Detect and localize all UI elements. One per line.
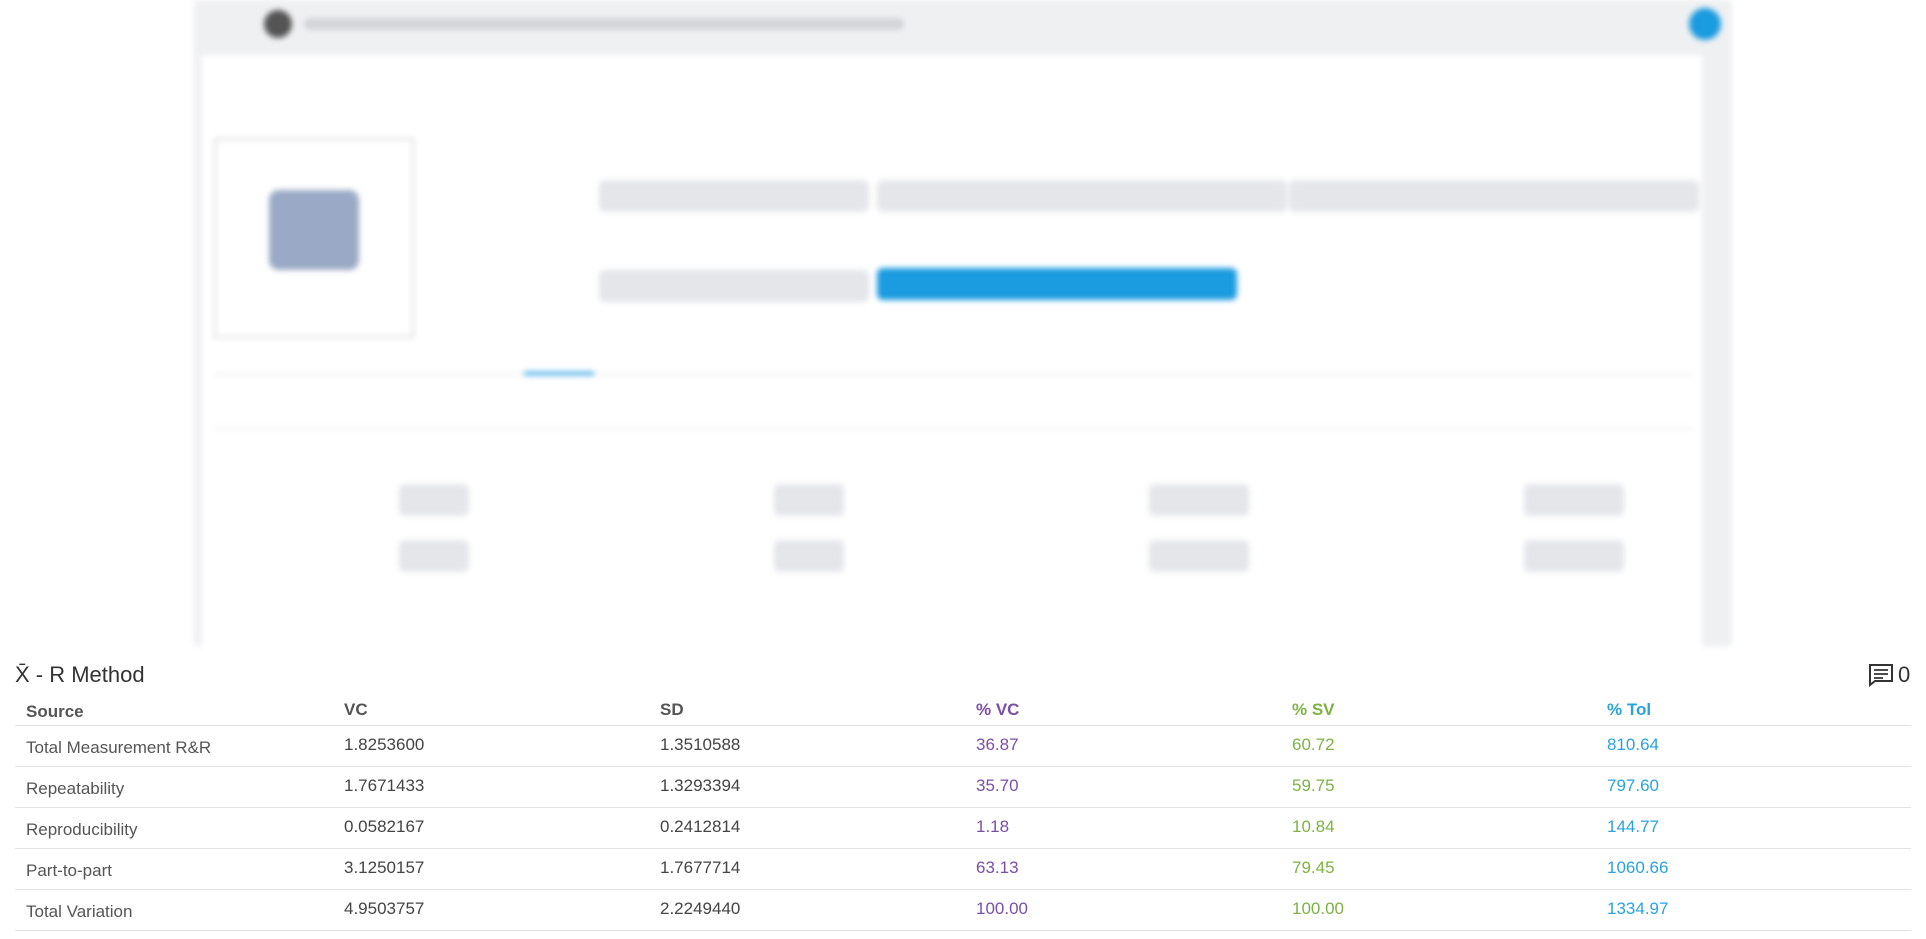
cell-value: 1060.66 <box>1607 858 1669 877</box>
cell-value: 63.13 <box>976 858 1019 877</box>
cell-value: 100.00 <box>976 899 1028 918</box>
comment-count: 0 <box>1898 662 1911 687</box>
column-header: % VC <box>976 700 1020 719</box>
cell-value: 810.64 <box>1607 735 1659 754</box>
column-header: % Tol <box>1607 700 1652 719</box>
cell-value: 79.45 <box>1292 858 1335 877</box>
row-label: Repeatability <box>26 779 125 798</box>
cell-value: 100.00 <box>1292 899 1344 918</box>
cell-value: 60.72 <box>1292 735 1335 754</box>
row-separator <box>15 807 1911 808</box>
blurred-background <box>194 0 1732 646</box>
cell-value: 59.75 <box>1292 776 1335 795</box>
cell-value: 2.2249440 <box>660 899 741 918</box>
row-label: Total Variation <box>26 902 133 921</box>
cell-value: 1.3293394 <box>660 776 741 795</box>
cell-value: 1.7677714 <box>660 858 741 877</box>
cell-value: 1.8253600 <box>344 735 425 754</box>
column-header: % SV <box>1292 700 1335 719</box>
column-header: Source <box>26 702 84 721</box>
section-title: X̄ - R Method <box>15 662 145 687</box>
comment-icon <box>1869 664 1893 687</box>
cell-value: 1.3510588 <box>660 735 741 754</box>
row-separator <box>15 766 1911 767</box>
cell-value: 3.1250157 <box>344 858 425 877</box>
cell-value: 144.77 <box>1607 817 1659 836</box>
cell-value: 0.2412814 <box>660 817 741 836</box>
row-label: Total Measurement R&R <box>26 738 212 757</box>
row-label: Reproducibility <box>26 820 138 839</box>
cell-value: 1.18 <box>976 817 1010 836</box>
column-header: VC <box>344 700 368 719</box>
row-separator <box>15 848 1911 849</box>
cell-value: 10.84 <box>1292 817 1335 836</box>
row-separator <box>15 725 1911 726</box>
row-separator <box>15 930 1911 931</box>
column-header: SD <box>660 700 684 719</box>
row-separator <box>15 889 1911 890</box>
cell-value: 36.87 <box>976 735 1019 754</box>
row-label: Part-to-part <box>26 861 112 880</box>
cell-value: 0.0582167 <box>344 817 425 836</box>
cell-value: 4.9503757 <box>344 899 425 918</box>
comments-button[interactable]: 0 <box>1868 662 1910 688</box>
cell-value: 35.70 <box>976 776 1019 795</box>
cell-value: 1334.97 <box>1607 899 1669 918</box>
cell-value: 1.7671433 <box>344 776 425 795</box>
cell-value: 797.60 <box>1607 776 1659 795</box>
